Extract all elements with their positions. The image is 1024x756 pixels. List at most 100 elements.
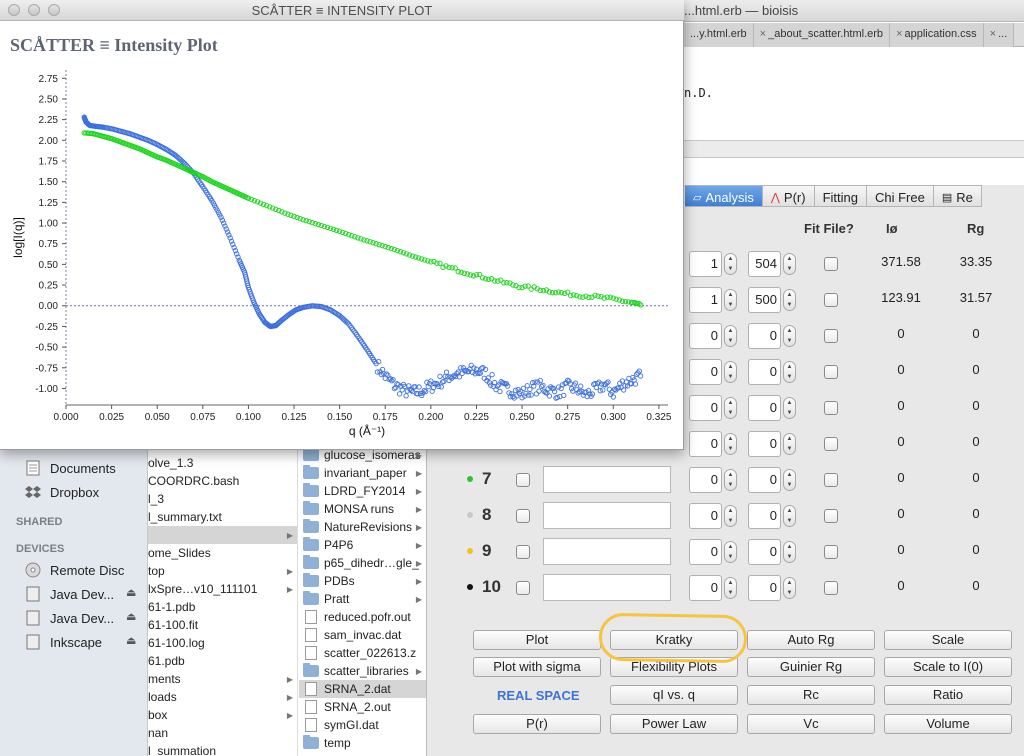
end-spinner[interactable]: 0 ▲ ▼ [748,539,798,565]
end-spinner[interactable]: 0 ▲ ▼ [748,503,798,529]
start-spinner[interactable]: 0 ▲ ▼ [689,359,739,385]
list-item[interactable]: box ▶ [148,708,293,722]
spinner-arrows-icon[interactable]: ▲ ▼ [724,361,737,383]
spinner-arrows-icon[interactable]: ▲ ▼ [724,469,737,491]
spinner-arrows-icon[interactable]: ▲ ▼ [783,289,796,311]
spinner-arrows-icon[interactable]: ▲ ▼ [783,361,796,383]
end-spinner[interactable]: 0 ▲ ▼ [748,575,798,601]
list-item[interactable]: p65_dihedr…gle_ ▶ [299,554,426,572]
list-item[interactable]: symGI.dat [299,716,426,734]
list-item[interactable]: NatureRevisions ▶ [299,518,426,536]
eject-icon[interactable]: ⏏ [126,635,137,647]
spinner-arrows-icon[interactable]: ▲ ▼ [724,541,737,563]
list-item[interactable]: ▶ [148,526,297,544]
list-item[interactable]: scatter_libraries ▶ [299,662,426,680]
end-spinner[interactable]: 0 ▲ ▼ [748,395,798,421]
volume-button[interactable]: Volume [884,714,1012,734]
fit-file-checkbox[interactable] [824,545,838,559]
eject-icon[interactable]: ⏏ [126,611,137,623]
scale-button[interactable]: Scale [884,630,1012,650]
end-spinner[interactable]: 0 ▲ ▼ [748,467,798,493]
spinner-arrows-icon[interactable]: ▲ ▼ [724,577,737,599]
fit-file-checkbox[interactable] [824,329,838,343]
spinner-arrows-icon[interactable]: ▲ ▼ [724,505,737,527]
sidebar-item-inkscape[interactable]: Inkscape [24,632,102,652]
spinner-arrows-icon[interactable]: ▲ ▼ [783,433,796,455]
list-item[interactable]: sam_invac.dat [299,626,426,644]
spinner-arrows-icon[interactable]: ▲ ▼ [724,397,737,419]
guinier-rg-button[interactable]: Guinier Rg [747,657,875,677]
editor-tab-1[interactable]: ...y.html.erb [684,23,754,47]
start-spinner[interactable]: 0 ▲ ▼ [689,539,739,565]
plot-button[interactable]: Plot [473,630,601,650]
plot-with-sigma-button[interactable]: Plot with sigma [473,657,601,677]
fit-file-checkbox[interactable] [824,581,838,595]
spinner-arrows-icon[interactable]: ▲ ▼ [724,253,737,275]
spinner-arrows-icon[interactable]: ▲ ▼ [724,325,737,347]
spinner-arrows-icon[interactable]: ▲ ▼ [783,253,796,275]
eject-icon[interactable]: ⏏ [126,587,137,599]
tab-fitting[interactable]: Fitting [814,185,867,207]
list-item[interactable]: 61-100.log [148,636,205,650]
close-icon[interactable]: × [989,28,997,40]
sidebar-item-documents[interactable]: Documents [24,458,116,478]
close-window-icon[interactable] [8,4,20,16]
list-item[interactable]: MONSA runs ▶ [299,500,426,518]
end-spinner[interactable]: 0 ▲ ▼ [748,323,798,349]
start-spinner[interactable]: 1 ▲ ▼ [689,251,739,277]
list-item[interactable]: SRNA_2.dat [299,680,426,698]
flexibility-plots-button[interactable]: Flexibility Plots [610,657,738,677]
row-select-checkbox[interactable] [516,545,530,559]
kratky-button[interactable]: Kratky [610,630,738,650]
editor-tab-4[interactable]: ×... [983,23,1015,47]
list-item[interactable]: 61-1.pdb [148,600,196,614]
rc-button[interactable]: Rc [747,685,875,705]
pr-button[interactable]: P(r) [473,714,601,734]
sidebar-item-remote-disc[interactable]: Remote Disc [24,560,124,580]
list-item[interactable]: invariant_paper ▶ [299,464,426,482]
start-spinner[interactable]: 0 ▲ ▼ [689,503,739,529]
tab-report[interactable]: ▤ Re [933,185,982,207]
list-item[interactable]: l_3 [148,492,165,506]
tab-chi-free[interactable]: Chi Free [867,185,934,207]
fit-file-checkbox[interactable] [824,365,838,379]
sidebar-item-dropbox[interactable]: Dropbox [24,482,99,502]
start-spinner[interactable]: 0 ▲ ▼ [689,431,739,457]
list-item[interactable]: Pratt ▶ [299,590,426,608]
spinner-arrows-icon[interactable]: ▲ ▼ [783,325,796,347]
tab-pr[interactable]: ⋀ P(r) [762,185,815,207]
qi-vs-q-button[interactable]: qI vs. q [610,685,738,705]
scale-to-i0-button[interactable]: Scale to I(0) [884,657,1012,677]
file-name-field[interactable] [543,538,671,565]
auto-rg-button[interactable]: Auto Rg [747,630,875,650]
list-item[interactable]: ments ▶ [148,672,293,686]
list-item[interactable]: temp [299,734,426,752]
list-item[interactable]: reduced.pofr.out [299,608,426,626]
power-law-button[interactable]: Power Law [610,714,738,734]
end-spinner[interactable]: 0 ▲ ▼ [748,431,798,457]
close-icon[interactable]: × [896,28,903,40]
list-item[interactable]: lxSpre…v10_111101 ▶ [148,582,293,596]
spinner-arrows-icon[interactable]: ▲ ▼ [783,505,796,527]
editor-code[interactable]: n.D. [684,86,713,100]
list-item[interactable]: top ▶ [148,564,293,578]
fit-file-checkbox[interactable] [824,293,838,307]
minimize-window-icon[interactable] [28,4,40,16]
list-item[interactable]: glucose_isomeras ▶ [299,450,426,464]
start-spinner[interactable]: 1 ▲ ▼ [689,287,739,313]
tab-analysis[interactable]: ▱ Analysis [685,185,763,207]
list-item[interactable]: COORDRC.bash [148,474,240,488]
end-spinner[interactable]: 504 ▲ ▼ [748,251,798,277]
ratio-button[interactable]: Ratio [884,685,1012,705]
list-item[interactable]: SRNA_2.out [299,698,426,716]
vc-button[interactable]: Vc [747,714,875,734]
spinner-arrows-icon[interactable]: ▲ ▼ [724,433,737,455]
start-spinner[interactable]: 0 ▲ ▼ [689,467,739,493]
editor-tab-3[interactable]: × application.css [890,23,984,47]
file-name-field[interactable] [543,574,671,601]
row-select-checkbox[interactable] [516,509,530,523]
list-item[interactable]: l_summary.txt [148,510,222,524]
intensity-plot[interactable]: 0.000 0.025 0.050 0.075 0.100 0.125 0.150 0.175… [0,0,684,450]
list-item[interactable]: PDBs ▶ [299,572,426,590]
list-item[interactable]: olve_1.3 [148,456,194,470]
